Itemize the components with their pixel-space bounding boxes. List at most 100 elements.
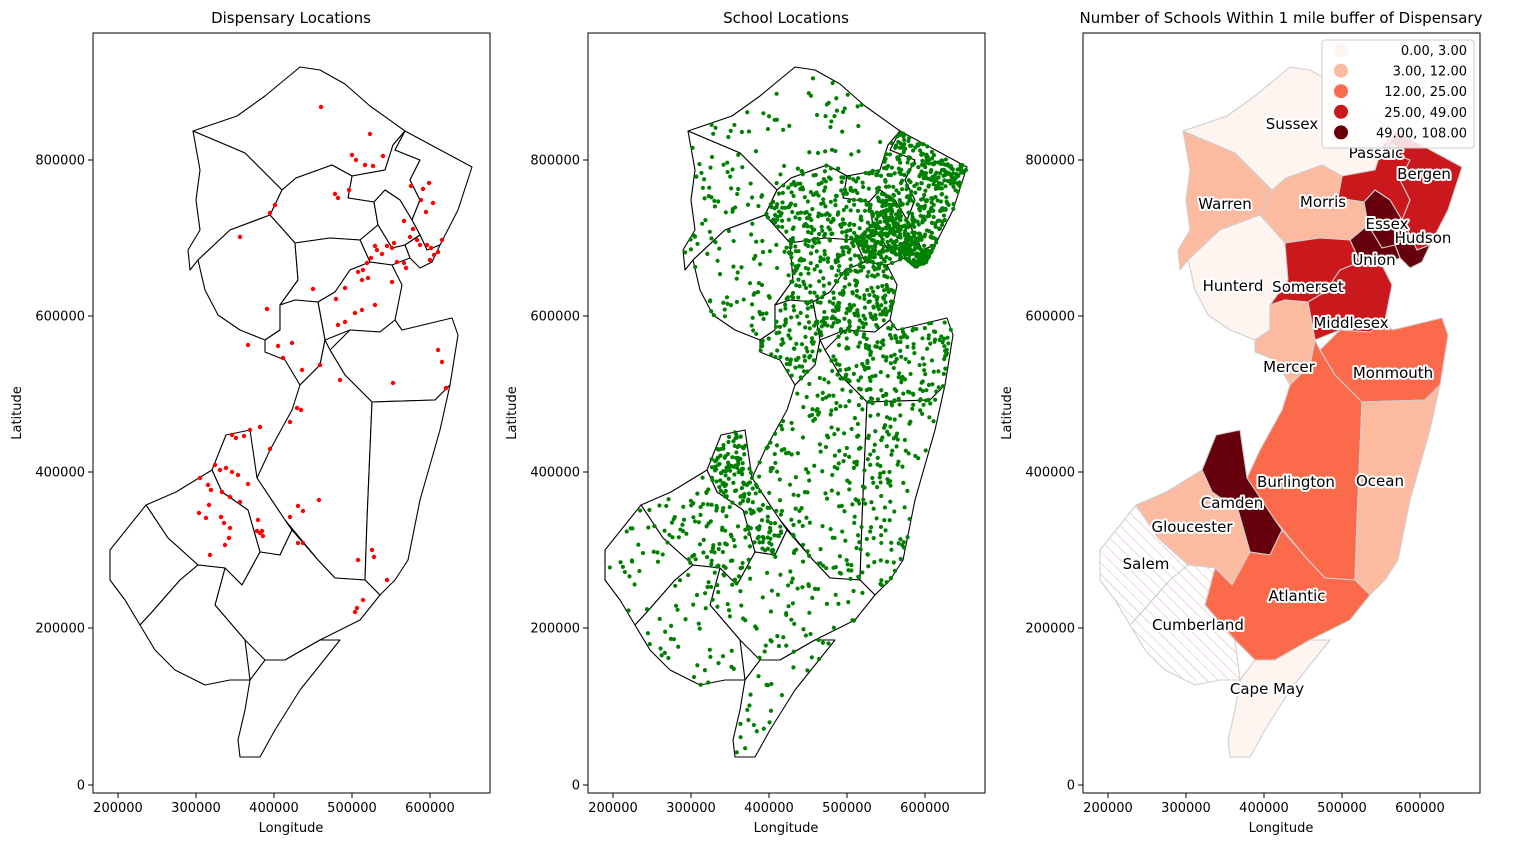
school-point	[793, 506, 798, 511]
dispensary-point	[430, 200, 436, 206]
school-point	[848, 208, 853, 213]
school-point	[911, 199, 916, 204]
school-point	[863, 316, 868, 321]
school-point	[856, 433, 861, 438]
school-point	[921, 402, 926, 407]
school-point	[738, 735, 743, 740]
school-point	[736, 462, 741, 467]
school-point	[924, 248, 930, 253]
school-point	[760, 534, 765, 540]
school-point	[931, 182, 936, 187]
dispensary-point	[237, 499, 243, 505]
school-point	[847, 379, 852, 384]
school-point	[911, 148, 916, 153]
school-point	[853, 179, 859, 184]
school-point	[945, 178, 950, 184]
school-point	[833, 304, 839, 310]
school-point	[932, 337, 938, 342]
school-point	[833, 592, 838, 597]
school-point	[709, 465, 715, 470]
school-point	[750, 221, 755, 226]
school-point	[780, 190, 785, 196]
county-cumberland	[139, 564, 251, 686]
county-label-halo: Somerset	[1272, 278, 1344, 296]
school-point	[731, 666, 736, 671]
school-point	[896, 166, 901, 171]
dispensary-point	[229, 432, 235, 438]
school-point	[802, 354, 807, 359]
dispensary-point	[407, 234, 413, 240]
school-point	[723, 488, 728, 494]
school-point	[882, 518, 887, 523]
school-point	[955, 189, 960, 194]
dispensary-point	[255, 517, 261, 523]
school-point	[875, 272, 880, 277]
school-point	[759, 282, 765, 288]
school-point	[936, 385, 941, 390]
school-point	[711, 131, 716, 136]
school-point	[863, 170, 868, 176]
school-point	[730, 582, 735, 587]
school-point	[793, 264, 798, 269]
school-point	[819, 201, 824, 206]
school-point	[893, 202, 898, 207]
school-point	[919, 380, 924, 385]
school-point	[884, 248, 890, 253]
dispensary-point	[365, 275, 371, 281]
school-point	[794, 283, 799, 288]
school-point	[884, 198, 889, 203]
school-point	[665, 540, 670, 545]
school-point	[709, 502, 714, 507]
dispensary-point	[222, 542, 228, 548]
school-point	[887, 230, 892, 236]
school-point	[799, 364, 805, 369]
school-point	[688, 560, 693, 565]
school-point	[892, 509, 897, 514]
school-point	[941, 173, 946, 178]
school-point	[885, 275, 890, 280]
school-point	[878, 139, 883, 145]
school-point	[855, 313, 861, 318]
school-point	[811, 173, 816, 178]
school-point	[875, 397, 881, 402]
school-point	[851, 588, 856, 594]
school-point	[891, 184, 896, 189]
school-point	[836, 166, 841, 171]
school-point	[884, 151, 889, 157]
dispensary-point	[245, 481, 251, 487]
school-point	[859, 198, 864, 203]
school-point	[734, 299, 740, 305]
school-point	[936, 175, 941, 180]
school-point	[750, 508, 756, 514]
school-point	[694, 174, 699, 179]
school-point	[810, 349, 815, 354]
school-point	[900, 327, 905, 332]
school-point	[951, 184, 956, 189]
school-point	[663, 629, 668, 634]
school-point	[868, 396, 874, 401]
school-point	[776, 643, 782, 649]
school-point	[730, 167, 735, 172]
dispensary-point	[380, 153, 386, 159]
school-point	[807, 413, 812, 419]
school-point	[829, 425, 834, 430]
school-point	[943, 157, 949, 162]
school-point	[860, 407, 865, 412]
school-point	[800, 172, 805, 177]
school-point	[847, 175, 852, 180]
school-point	[931, 153, 937, 158]
county-label-halo: Mercer	[1263, 358, 1315, 376]
x-tick-label: 600000	[900, 801, 950, 816]
school-point	[895, 462, 900, 467]
school-point	[747, 544, 753, 549]
school-point	[748, 181, 753, 186]
school-point	[700, 475, 705, 480]
school-point	[874, 186, 880, 191]
school-point	[857, 340, 863, 345]
school-point	[879, 388, 884, 393]
school-point	[879, 255, 884, 260]
school-point	[749, 232, 754, 237]
school-point	[761, 726, 766, 731]
dispensary-point	[267, 210, 273, 216]
dispensary-point	[360, 267, 366, 273]
